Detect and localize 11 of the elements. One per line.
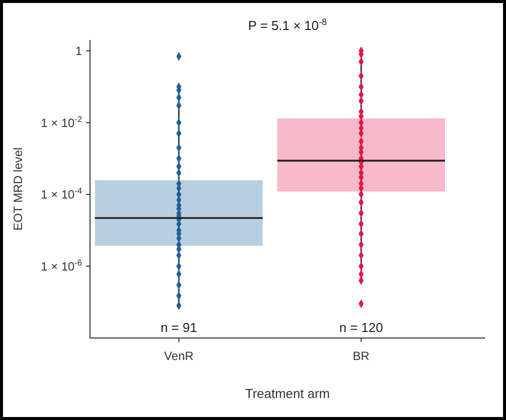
annotation: n = 91 (160, 320, 198, 335)
chart-title: P = 5.1 × 10$^{-8}$ (248, 17, 327, 33)
y-tick-label: 1 × 10$^{-4}$ (40, 186, 82, 202)
y-tick-label: 1 × 10$^{-6}$ (40, 257, 82, 274)
y-tick-label: 1 (75, 44, 82, 58)
x-tick-label: VenR (164, 349, 194, 363)
x-axis-title: Treatment arm (245, 386, 330, 401)
annotation: n = 120 (339, 320, 384, 335)
y-axis-title: EOT MRD level (11, 147, 25, 231)
y-tick-label: 1 × 10$^{-2}$ (40, 114, 82, 130)
x-tick-label: BR (352, 349, 370, 363)
